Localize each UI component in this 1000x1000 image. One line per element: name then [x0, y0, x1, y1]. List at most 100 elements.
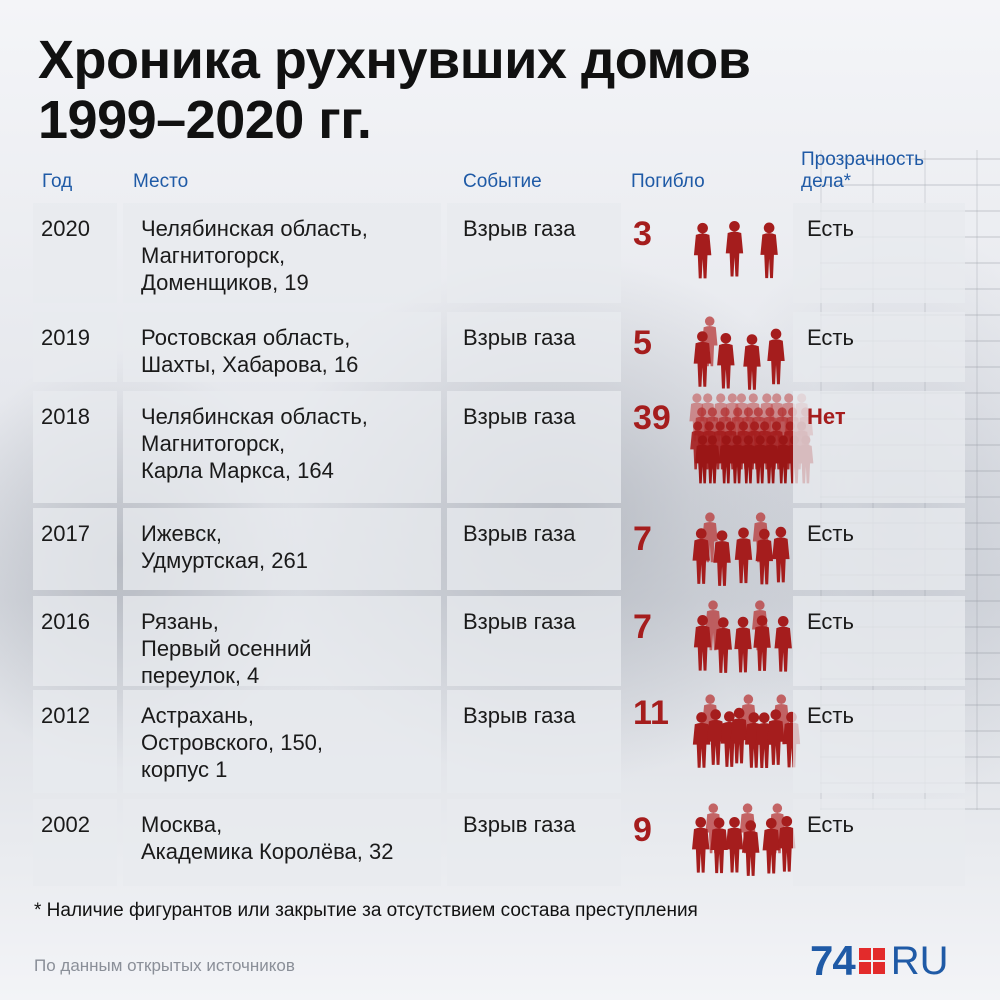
cell-place: Москва, Академика Королёва, 32 — [123, 799, 441, 886]
cell-year: 2016 — [33, 596, 117, 686]
event-text: Взрыв газа — [463, 325, 576, 350]
cell-place: Ростовская область, Шахты, Хабарова, 16 — [123, 312, 441, 382]
source-note: По данным открытых источников — [34, 956, 295, 975]
place-line: Академика Королёва, 32 — [141, 839, 394, 864]
place-line: Челябинская область, — [141, 404, 368, 429]
header-transparency: Прозрачность дела* — [801, 149, 924, 193]
people-silhouettes-icon — [687, 598, 815, 683]
cell-place: Ижевск, Удмуртская, 261 — [123, 508, 441, 590]
place-line: Шахты, Хабарова, 16 — [141, 352, 359, 377]
cell-event: Взрыв газа — [447, 596, 621, 686]
place-text: Астрахань, Островского, 150, корпус 1 — [141, 702, 441, 783]
table-row: 2002 Москва, Академика Королёва, 32 Взрыв… — [33, 799, 965, 886]
cell-dead: 5 — [627, 312, 787, 390]
place-text: Ижевск, Удмуртская, 261 — [141, 520, 441, 574]
cell-dead: 11 — [627, 690, 801, 793]
cell-event: Взрыв газа — [447, 799, 621, 886]
place-line: Челябинская область, — [141, 216, 368, 241]
header-transparency-line-1: Прозрачность — [801, 149, 925, 170]
cell-year: 2019 — [33, 312, 117, 382]
cell-transparency: Есть — [793, 799, 965, 886]
cell-year: 2017 — [33, 508, 117, 590]
death-count: 7 — [633, 520, 652, 558]
transparency-text: Есть — [807, 812, 854, 837]
page-title: Хроника рухнувших домов 1999–2020 гг. — [38, 30, 751, 150]
place-text: Москва, Академика Королёва, 32 — [141, 811, 441, 865]
cell-dead: 39 — [627, 391, 814, 503]
transparency-text: Есть — [807, 703, 854, 728]
header-dead: Погибло — [631, 171, 705, 192]
cell-year: 2018 — [33, 391, 117, 503]
cell-event: Взрыв газа — [447, 203, 621, 303]
place-line: Рязань, — [141, 609, 219, 634]
people-silhouettes-icon — [687, 205, 815, 290]
header-event: Событие — [463, 171, 542, 192]
transparency-text: Есть — [807, 521, 854, 546]
cell-transparency: Есть — [793, 508, 965, 590]
cell-place: Астрахань, Островского, 150, корпус 1 — [123, 690, 441, 793]
cell-transparency: Есть — [793, 690, 965, 793]
people-silhouettes-icon — [687, 692, 815, 777]
cell-place: Челябинская область, Магнитогорск, Карла М… — [123, 391, 441, 503]
cell-event: Взрыв газа — [447, 508, 621, 590]
death-count: 39 — [633, 399, 671, 437]
year-text: 2020 — [41, 216, 90, 241]
place-text: Рязань, Первый осенний переулок, 4 — [141, 608, 441, 689]
table-row: 2019 Ростовская область, Шахты, Хабарова,… — [33, 312, 965, 390]
event-text: Взрыв газа — [463, 216, 576, 241]
death-count: 9 — [633, 811, 652, 849]
year-text: 2017 — [41, 521, 90, 546]
cell-transparency: Есть — [793, 203, 965, 303]
table-row: 2017 Ижевск, Удмуртская, 261 Взрыв газа 7 — [33, 508, 965, 590]
cell-dead: 3 — [627, 203, 787, 303]
death-count: 3 — [633, 215, 652, 253]
place-line: корпус 1 — [141, 757, 228, 782]
cell-dead: 7 — [627, 508, 790, 590]
place-line: Ижевск, — [141, 521, 222, 546]
place-line: Магнитогорск, — [141, 243, 286, 268]
year-text: 2016 — [41, 609, 90, 634]
title-line-1: Хроника рухнувших домов — [38, 30, 751, 90]
place-line: Доменщиков, 19 — [141, 270, 309, 295]
year-text: 2018 — [41, 404, 90, 429]
footnote: * Наличие фигурантов или закрытие за отс… — [34, 900, 698, 921]
cell-place: Челябинская область, Магнитогорск, Доменщи… — [123, 203, 441, 303]
transparency-text: Нет — [807, 404, 846, 429]
table-row: 2012 Астрахань, Островского, 150, корпус 1… — [33, 690, 965, 793]
logo-74ru[interactable]: 74 RU — [810, 938, 949, 984]
year-text: 2019 — [41, 325, 90, 350]
event-text: Взрыв газа — [463, 404, 576, 429]
year-text: 2012 — [41, 703, 90, 728]
place-line: Карла Маркса, 164 — [141, 458, 334, 483]
place-line: Удмуртская, 261 — [141, 548, 308, 573]
year-text: 2002 — [41, 812, 90, 837]
cell-year: 2020 — [33, 203, 117, 303]
cell-transparency: Есть — [793, 312, 965, 382]
table-row: 2020 Челябинская область, Магнитогорск, До… — [33, 203, 965, 303]
transparency-text: Есть — [807, 216, 854, 241]
cell-year: 2002 — [33, 799, 117, 886]
cell-event: Взрыв газа — [447, 312, 621, 382]
cell-event: Взрыв газа — [447, 391, 621, 503]
header-year: Год — [42, 171, 73, 192]
event-text: Взрыв газа — [463, 812, 576, 837]
cell-dead: 9 — [627, 799, 796, 886]
event-text: Взрыв газа — [463, 703, 576, 728]
table-row: 2018 Челябинская область, Магнитогорск, Ка… — [33, 391, 965, 503]
title-line-2: 1999–2020 гг. — [38, 90, 372, 150]
logo-domain: RU — [890, 939, 949, 983]
place-line: Астрахань, — [141, 703, 254, 728]
place-line: Магнитогорск, — [141, 431, 286, 456]
place-line: Москва, — [141, 812, 223, 837]
logo-number: 74 — [810, 937, 856, 984]
header-transparency-line-2: дела* — [801, 171, 852, 192]
cell-place: Рязань, Первый осенний переулок, 4 — [123, 596, 441, 689]
transparency-text: Есть — [807, 609, 854, 634]
logo-squares-icon — [858, 948, 885, 974]
header-place: Место — [133, 171, 189, 192]
death-count: 11 — [633, 694, 669, 732]
transparency-text: Есть — [807, 325, 854, 350]
cell-year: 2012 — [33, 690, 117, 793]
place-line: Первый осенний — [141, 636, 312, 661]
